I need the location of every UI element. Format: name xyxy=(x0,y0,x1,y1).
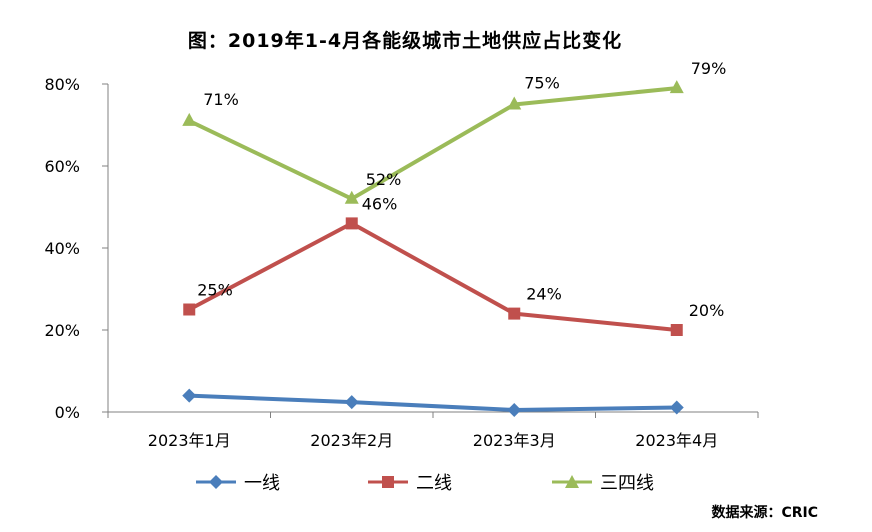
data-point-marker xyxy=(344,190,359,204)
y-tick-label: 0% xyxy=(55,403,80,422)
data-label: 79% xyxy=(691,59,727,78)
source-note: 数据来源：CRIC xyxy=(711,505,818,521)
legend-item-tier1: 一线 xyxy=(196,470,280,494)
legend-label-tier34: 三四线 xyxy=(600,473,654,494)
data-point-marker xyxy=(670,324,683,336)
data-point-marker xyxy=(182,388,197,403)
legend-square-icon xyxy=(368,476,408,488)
data-point-marker xyxy=(344,395,359,410)
legend-label-tier2: 二线 xyxy=(416,473,452,494)
data-point-marker xyxy=(183,303,196,316)
data-point-marker xyxy=(345,217,358,230)
data-label: 46% xyxy=(362,194,398,213)
series-line-1 xyxy=(188,221,677,332)
legend-triangle-icon xyxy=(552,475,592,488)
data-point-marker xyxy=(669,80,684,94)
y-tick-label: 20% xyxy=(44,321,80,340)
legend-item-tier34: 三四线 xyxy=(552,470,654,494)
y-tick-label: 40% xyxy=(44,239,80,258)
x-tick-label: 2023年1月 xyxy=(148,431,231,450)
x-tick-label: 2023年3月 xyxy=(473,431,556,450)
data-point-marker xyxy=(508,307,521,320)
line-chart: 0% 20% 40% 60% 80% 2023年1月 2023年2月 2023年3月 2023年… xyxy=(44,59,759,450)
data-label: 25% xyxy=(197,281,233,300)
legend: 一线 二线 三四线 xyxy=(0,470,872,494)
series-line-2 xyxy=(188,86,677,201)
y-tick-label: 60% xyxy=(44,157,80,176)
legend-item-tier2: 二线 xyxy=(368,470,452,494)
data-point-marker xyxy=(669,400,684,415)
data-point-marker xyxy=(507,96,522,110)
x-tick-label: 2023年4月 xyxy=(635,431,718,450)
legend-diamond-icon xyxy=(196,475,236,489)
legend-label-tier1: 一线 xyxy=(244,473,280,494)
chart-title: 图：2019年1-4月各能级城市土地供应占比变化 xyxy=(187,30,623,52)
series-line-0 xyxy=(189,393,677,412)
data-label: 75% xyxy=(524,74,560,93)
data-label: 20% xyxy=(689,301,725,320)
data-point-marker xyxy=(507,402,522,417)
x-tick-label: 2023年2月 xyxy=(310,431,393,450)
data-point-marker xyxy=(182,112,197,126)
data-label: 24% xyxy=(526,285,562,304)
y-tick-label: 80% xyxy=(44,75,80,94)
data-label: 52% xyxy=(366,170,402,189)
data-label: 71% xyxy=(203,90,239,109)
